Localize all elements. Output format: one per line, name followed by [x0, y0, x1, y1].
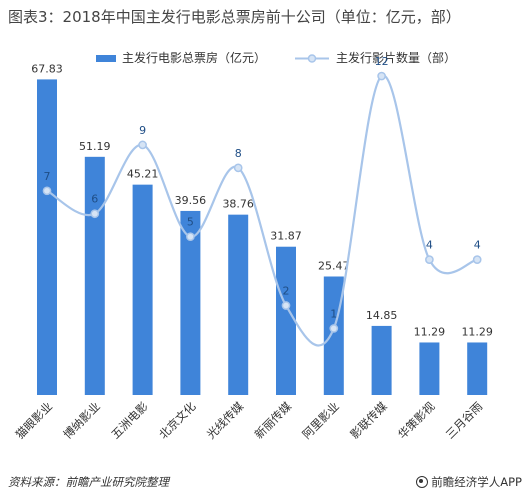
x-tick-label: 猫眼影业 [13, 399, 55, 441]
x-tick-label: 五洲电影 [108, 399, 151, 442]
x-tick-label: 三月谷雨 [443, 399, 485, 441]
line-value-label: 8 [235, 147, 242, 160]
line-point [329, 324, 339, 333]
x-tick-label: 阿里影业 [299, 399, 341, 441]
x-tick-label: 影联传媒 [347, 399, 390, 442]
legend-bar-swatch [96, 55, 116, 62]
x-axis-labels: 猫眼影业 博纳影业 五洲电影 北京文化 光线传媒 新丽传媒 阿里影业 影联传媒 华策影视 三月谷雨 [13, 399, 486, 442]
line-point [90, 209, 100, 219]
brand-logo-icon [416, 476, 429, 488]
line-point [281, 301, 291, 310]
bar-value-label: 38.76 [222, 198, 254, 211]
bar [132, 184, 153, 395]
line-value-label: 5 [187, 216, 194, 229]
chart-title: 图表3：2018年中国主发行电影总票房前十公司（单位：亿元，部） [8, 8, 461, 26]
bar-value-label: 25.47 [318, 259, 350, 272]
x-tick-label: 北京文化 [156, 399, 199, 442]
bar-value-label: 51.19 [79, 140, 111, 153]
bar-value-label: 11.29 [414, 325, 446, 338]
bar-value-label: 31.87 [270, 230, 302, 243]
legend-line-marker [307, 54, 317, 63]
bar [180, 210, 201, 395]
legend: 主发行电影总票房（亿元） 主发行影片数量（部） [96, 50, 456, 65]
bar-value-label: 67.83 [31, 62, 63, 75]
line-value-label: 4 [474, 239, 481, 252]
line-series: 7 6 9 5 8 2 1 12 4 4 [42, 55, 482, 347]
bar [84, 156, 105, 395]
x-tick-label: 华策影视 [395, 399, 438, 442]
brand-name: 前瞻经济学人APP [431, 475, 522, 489]
line-value-label: 12 [375, 55, 389, 68]
bar [419, 342, 440, 395]
series-line [46, 74, 478, 347]
legend-bar-label: 主发行电影总票房（亿元） [122, 50, 266, 65]
bar-value-label: 39.56 [175, 194, 207, 207]
bar-series: 67.83 51.19 45.21 39.56 38.76 31.87 25.47 14.85… [31, 62, 493, 395]
bar [276, 246, 296, 395]
line-point [233, 163, 243, 173]
line-value-label: 7 [44, 170, 51, 183]
line-value-label: 9 [139, 124, 146, 137]
brand-credit: 前瞻经济学人APP [416, 474, 522, 490]
bar [37, 79, 57, 395]
x-tick-label: 光线传媒 [204, 399, 247, 442]
line-value-label: 6 [91, 193, 98, 206]
line-point [425, 255, 434, 264]
bar [371, 325, 392, 395]
line-point [472, 255, 482, 264]
line-point [377, 71, 386, 81]
bar [228, 214, 249, 395]
line-value-label: 2 [283, 285, 290, 298]
line-point [186, 232, 195, 242]
legend-line-label: 主发行影片数量（部） [336, 50, 456, 65]
bar [323, 276, 344, 395]
x-tick-label: 新丽传媒 [252, 399, 295, 442]
x-tick-label: 博纳影业 [60, 399, 102, 441]
bar-value-label: 14.85 [366, 309, 398, 322]
bar [467, 342, 488, 395]
line-point [42, 186, 52, 196]
bar-value-label: 11.29 [461, 325, 493, 338]
bar-value-label: 45.21 [127, 168, 159, 181]
line-value-label: 4 [426, 239, 433, 252]
line-point [138, 140, 147, 150]
source-note: 资料来源：前瞻产业研究院整理 [8, 475, 169, 489]
line-value-label: 1 [330, 307, 337, 320]
